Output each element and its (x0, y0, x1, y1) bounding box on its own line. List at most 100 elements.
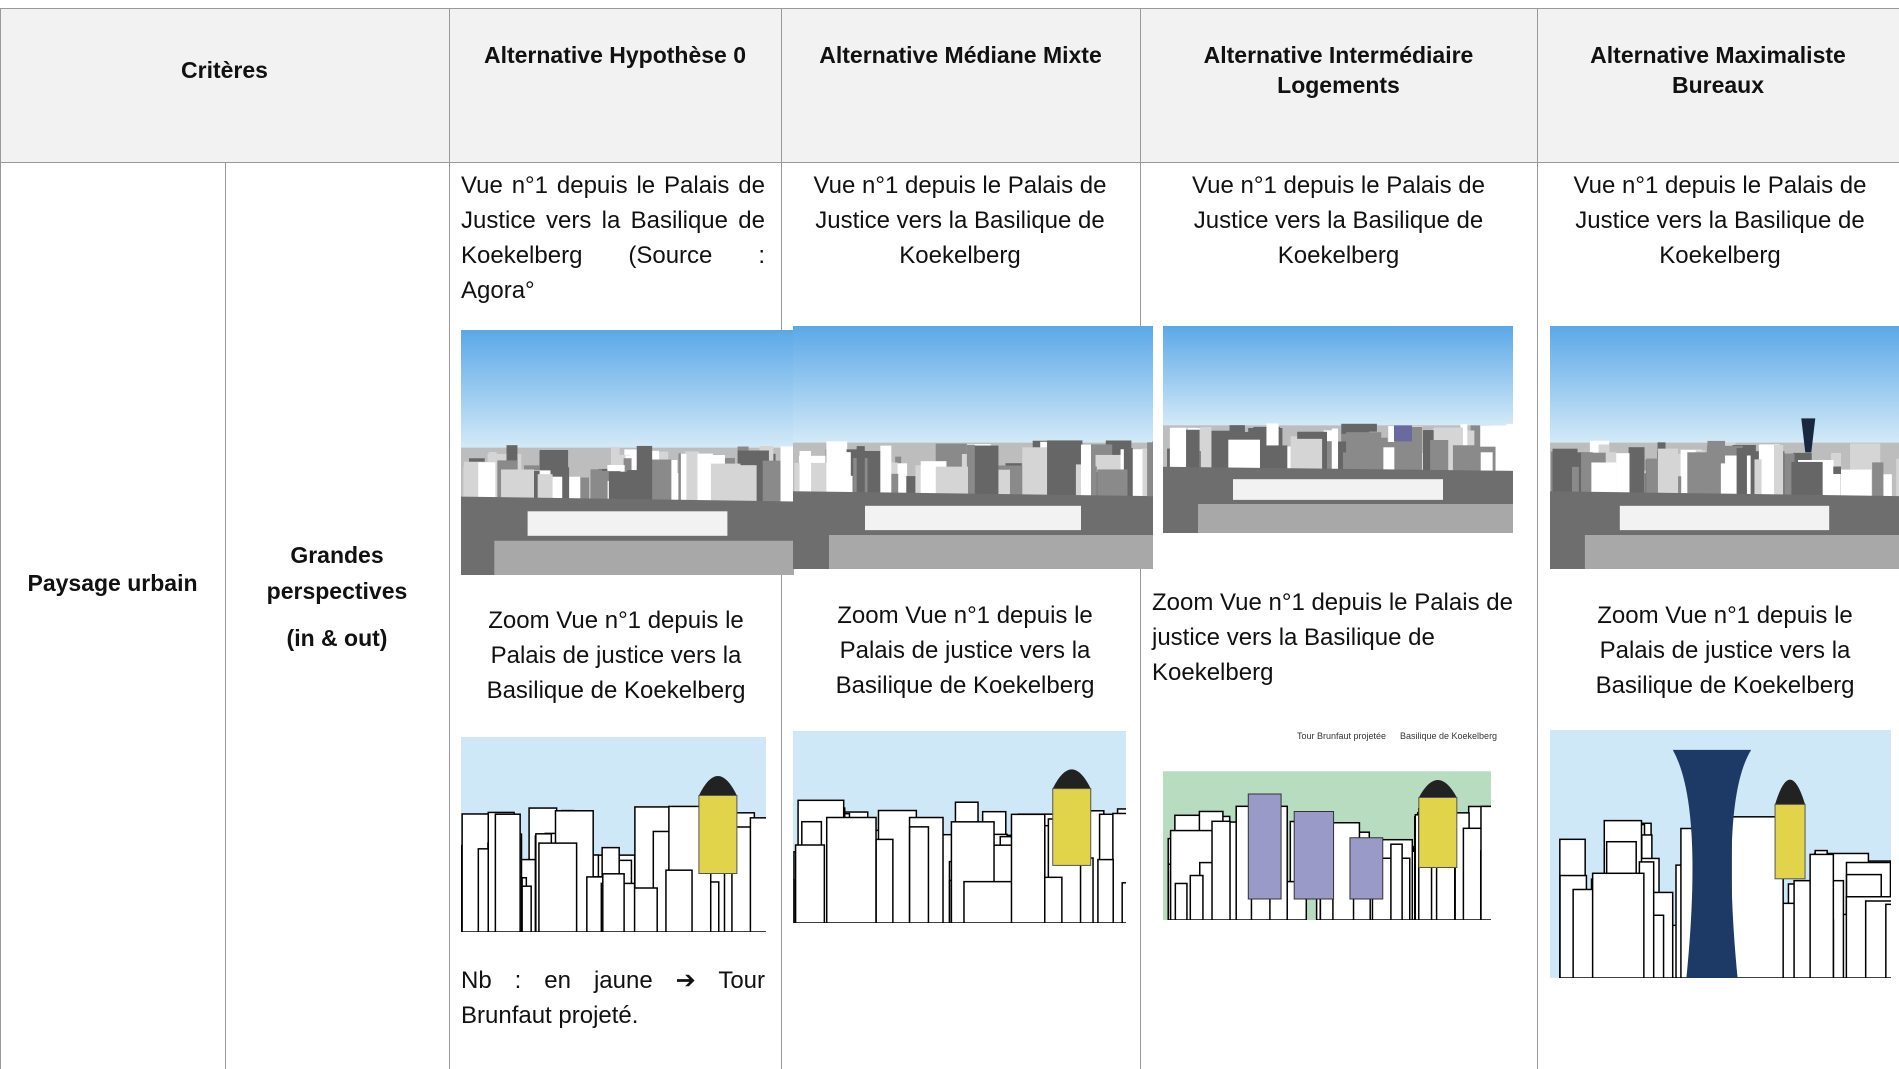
row-border (0, 8, 1899, 9)
building (1480, 452, 1493, 471)
building (1254, 445, 1288, 471)
row-border (0, 162, 1899, 163)
criterion: Grandes perspectives (in & out) (225, 537, 449, 653)
sky (1550, 326, 1899, 448)
roof (1198, 504, 1513, 533)
building (1591, 872, 1645, 978)
alternative-header: Alternative Intermédiaire Logements (1203, 42, 1474, 98)
building (1754, 459, 1762, 497)
building (780, 446, 794, 502)
building (1572, 888, 1595, 978)
building (1080, 444, 1091, 497)
basilica (1775, 779, 1806, 805)
building (1835, 469, 1872, 497)
building (875, 838, 894, 923)
zoom-caption: Zoom Vue n°1 depuis le Palais de justice… (1152, 589, 1513, 686)
building (1123, 447, 1133, 497)
alternative-header: Alternative Médiane Mixte (819, 42, 1102, 68)
building (1506, 423, 1513, 471)
building (686, 452, 698, 502)
building (963, 880, 1016, 923)
building (973, 445, 999, 497)
building (1736, 447, 1747, 497)
building (1720, 463, 1732, 497)
building (1591, 462, 1617, 497)
building (636, 445, 653, 502)
brunfaut-tower (1052, 788, 1092, 866)
zoom-caption: Zoom Vue n°1 depuis le Palais de justice… (835, 602, 1095, 699)
view-caption: Vue n°1 depuis le Palais de Justice vers… (1192, 172, 1485, 269)
building (1657, 448, 1679, 497)
roof (865, 505, 1081, 531)
building (668, 459, 678, 502)
building (562, 467, 570, 502)
building (1791, 461, 1823, 497)
building (825, 816, 877, 923)
panorama-image (461, 330, 794, 575)
building (608, 471, 642, 502)
building (794, 844, 826, 923)
building (1200, 426, 1212, 471)
panorama-image (793, 326, 1153, 569)
building (915, 465, 925, 497)
building (966, 444, 975, 497)
building (1759, 460, 1771, 497)
building (1480, 805, 1491, 920)
tower (1394, 425, 1412, 442)
zoom-image (461, 737, 766, 932)
building (1774, 444, 1784, 497)
view-caption: Vue n°1 depuis le Palais de Justice vers… (1573, 172, 1867, 269)
roof (1233, 479, 1443, 500)
building (908, 826, 930, 923)
view-caption: Vue n°1 depuis le Palais de Justice vers… (461, 172, 765, 304)
building (602, 873, 625, 932)
building (1430, 439, 1449, 471)
building (1571, 466, 1579, 497)
column-border (1537, 8, 1538, 1069)
building (1228, 439, 1260, 471)
building (827, 475, 853, 497)
column-border (225, 162, 226, 1069)
building (1147, 442, 1153, 497)
alternative-header: Alternative Maximaliste Bureaux (1590, 42, 1846, 98)
basilica (698, 776, 737, 796)
building (1022, 447, 1048, 497)
building (1896, 469, 1899, 497)
building (710, 463, 741, 502)
alternative-header: Alternative Hypothèse 0 (483, 42, 747, 68)
projected-building (1293, 811, 1335, 900)
projected-building (1349, 837, 1384, 900)
zoom-caption: Zoom Vue n°1 depuis le Palais de justice… (1595, 602, 1855, 699)
view-caption: Vue n°1 depuis le Palais de Justice vers… (813, 172, 1107, 269)
panorama-image (1550, 326, 1899, 569)
criterion-label: Grandes perspectives (266, 542, 408, 604)
building (1342, 452, 1356, 471)
brunfaut-tower (1418, 797, 1458, 868)
roof (527, 511, 728, 536)
building (1325, 441, 1337, 471)
basilica (1418, 780, 1457, 798)
building (537, 474, 553, 502)
zoom-image (1163, 745, 1491, 920)
basilica (1052, 769, 1091, 789)
building (1707, 440, 1726, 497)
building (1885, 903, 1891, 978)
building (1872, 462, 1884, 497)
building (478, 462, 496, 502)
roof (1619, 505, 1830, 531)
building (580, 477, 589, 502)
building (995, 469, 1010, 497)
criteria-header: Critères (181, 57, 268, 83)
header-row (0, 8, 1899, 162)
building (1452, 445, 1477, 471)
building (935, 466, 969, 497)
roof (494, 540, 794, 575)
building (1390, 843, 1403, 920)
roof (829, 534, 1153, 569)
building (762, 460, 785, 502)
building (1010, 813, 1046, 923)
building (1331, 428, 1339, 471)
building (880, 445, 892, 497)
building (749, 817, 766, 932)
